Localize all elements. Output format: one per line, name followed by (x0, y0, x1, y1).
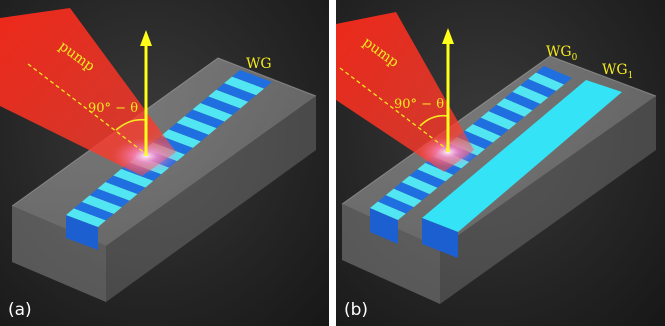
grating-stripe (160, 129, 201, 148)
waveguide-0-label: WG0 (546, 44, 578, 63)
grating-stripe (176, 116, 217, 135)
grating-stripe (97, 182, 138, 201)
grating-stripe (216, 83, 257, 102)
angle-arc (115, 118, 147, 131)
grating-stripe (224, 76, 265, 96)
slab-front-face (12, 206, 106, 302)
waveguide-grating (370, 66, 572, 244)
grating-stripe (105, 175, 146, 195)
grating-stripe (385, 188, 422, 208)
panel-label: (a) (8, 300, 32, 320)
grating-stripe (232, 70, 272, 89)
grating-stripe (520, 78, 557, 98)
beam-axis-line (27, 63, 147, 155)
grating-stripe (89, 188, 130, 208)
emission-arrow (140, 30, 152, 156)
waveguide-1-label: WG1 (602, 62, 633, 81)
panel-a: pump 90° − θ WG (a) (0, 0, 329, 326)
grating-stripe (370, 201, 406, 220)
panel-label: (b) (344, 300, 369, 320)
grating-stripe (496, 98, 533, 117)
grating-stripe (464, 124, 501, 143)
angle-arc (419, 114, 449, 127)
grating-stripe (536, 66, 572, 85)
panel-b: pump 90° − θ WG0 WG1 (b) (336, 0, 665, 326)
panel-b-illustration: pump 90° − θ WG0 WG1 (336, 12, 657, 304)
waveguide-front-face (66, 215, 98, 250)
grating-stripe (200, 96, 241, 115)
waveguide-uniform-top (422, 80, 622, 232)
slab-right-face (106, 96, 316, 302)
grating-stripe (409, 169, 446, 188)
grating-stripe (401, 175, 438, 195)
pump-beam (0, 8, 176, 176)
waveguide-uniform (422, 80, 622, 258)
grating-stripe (113, 168, 154, 188)
grating-stripe (472, 117, 509, 137)
grating-stripe (73, 201, 114, 221)
angle-label: 90° − θ (88, 101, 138, 116)
grating-stripe (208, 89, 249, 109)
grating-stripe (488, 104, 525, 124)
slab-front-face (342, 204, 440, 304)
emission-arrow (442, 28, 454, 152)
grating-stripe (192, 102, 233, 122)
grating-stripe (417, 162, 454, 182)
grating-stripe (168, 122, 209, 142)
angle-label: 90° − θ (394, 97, 444, 112)
grating-stripe (377, 195, 414, 214)
grating-stripe (480, 111, 517, 130)
grating-stripe (66, 208, 106, 227)
grating-stripe (184, 109, 225, 129)
grating-stripe (81, 195, 122, 214)
panel-a-illustration: pump 90° − θ WG (0, 8, 317, 302)
beam-axis-line (339, 67, 449, 151)
grating-stripe (512, 85, 549, 104)
waveguide-uniform-front (422, 218, 458, 258)
waveguide-label: WG (246, 56, 272, 72)
grating-stripe (528, 72, 565, 91)
grating-stripe (393, 182, 430, 201)
slab-right-face (440, 96, 656, 304)
pump-beam (336, 12, 474, 172)
grating-stripe (504, 91, 541, 111)
grating-stripe (457, 130, 493, 149)
